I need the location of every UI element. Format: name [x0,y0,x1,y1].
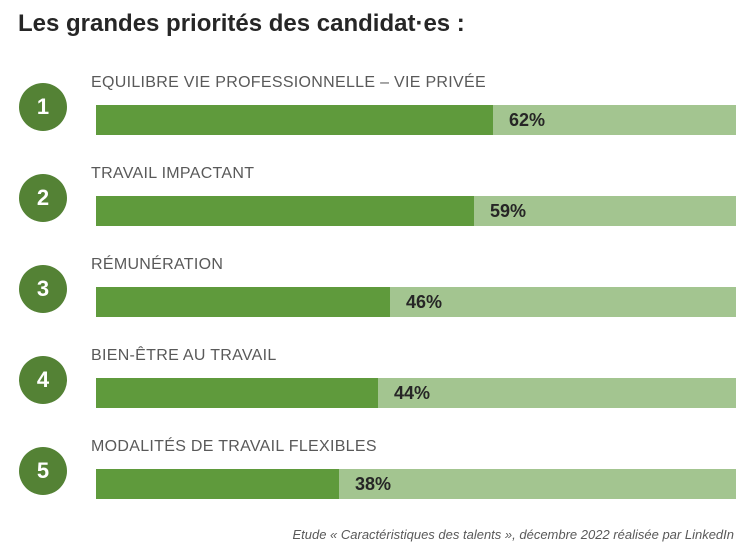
category-label: EQUILIBRE VIE PROFESSIONNELLE – VIE PRIV… [91,74,486,91]
value-label: 38% [355,474,392,494]
bar-track: 62% [96,105,736,135]
rank-badge: 5 [19,447,67,495]
category-label: MODALITÉS DE TRAVAIL FLEXIBLES [91,438,377,455]
bar-fill [96,287,390,317]
category-label: BIEN-ÊTRE AU TRAVAIL [91,347,277,364]
category-label: TRAVAIL IMPACTANT [91,165,255,182]
rank-badge: 1 [19,83,67,131]
bar-row: 5 MODALITÉS DE TRAVAIL FLEXIBLES 38% [0,438,752,528]
bar-row: 4 BIEN-ÊTRE AU TRAVAIL 44% [0,347,752,437]
bar-track: 46% [96,287,736,317]
category-label: RÉMUNÉRATION [91,256,224,273]
bar-fill [96,105,493,135]
rank-badge: 2 [19,174,67,222]
rank-badge: 3 [19,265,67,313]
chart-title: Les grandes priorités des candidat·es : [18,10,465,37]
value-label: 62% [509,110,546,130]
value-label: 46% [406,292,443,312]
bar-track: 38% [96,469,736,499]
bar-row: 2 TRAVAIL IMPACTANT 59% [0,165,752,255]
bar-row: 1 EQUILIBRE VIE PROFESSIONNELLE – VIE PRI… [0,74,752,164]
value-label: 59% [490,201,527,221]
bar-row: 3 RÉMUNÉRATION 46% [0,256,752,346]
bar-track: 59% [96,196,736,226]
rank-badge: 4 [19,356,67,404]
bar-fill [96,196,474,226]
value-label: 44% [394,383,431,403]
source-note: Etude « Caractéristiques des talents », … [292,527,734,542]
bar-fill [96,469,339,499]
bar-track: 44% [96,378,736,408]
bar-fill [96,378,378,408]
